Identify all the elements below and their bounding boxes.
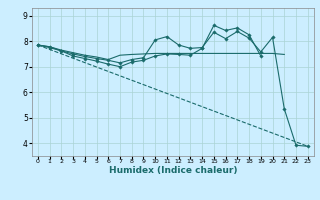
X-axis label: Humidex (Indice chaleur): Humidex (Indice chaleur) — [108, 166, 237, 175]
